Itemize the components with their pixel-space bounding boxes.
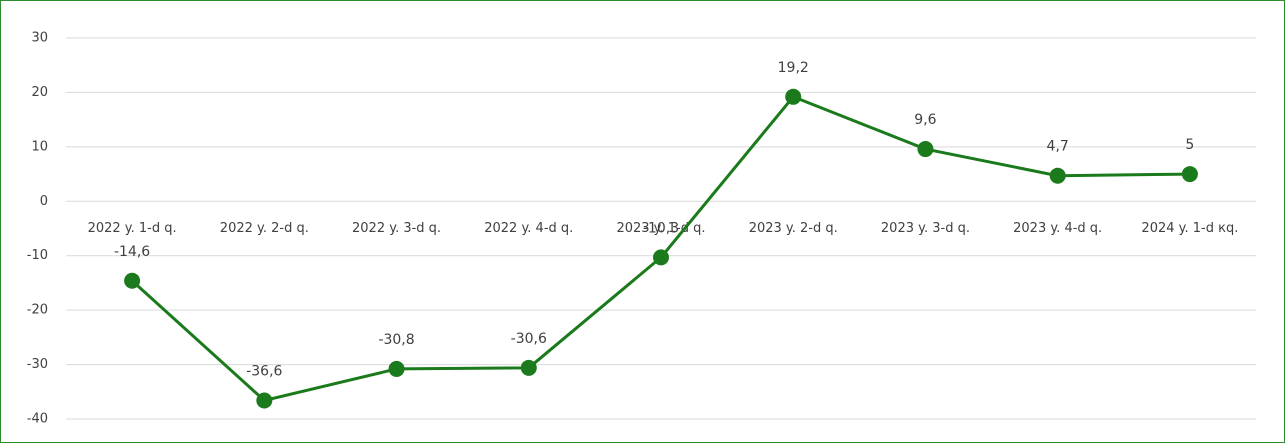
y-tick-label: 20 bbox=[31, 85, 48, 100]
data-label: -14,6 bbox=[114, 244, 150, 260]
marker bbox=[1049, 167, 1066, 184]
x-tick-label: 2023 y. 2-d q. bbox=[749, 221, 838, 236]
data-label: -10,3 bbox=[643, 220, 679, 236]
x-tick-label: 2023 y. 4-d q. bbox=[1013, 221, 1102, 236]
data-label: 9,6 bbox=[914, 112, 936, 128]
marker bbox=[256, 392, 273, 409]
y-tick-label: 10 bbox=[31, 139, 48, 154]
y-tick-label: -30 bbox=[27, 357, 48, 372]
data-label: -36,6 bbox=[246, 363, 282, 379]
data-label: 5 bbox=[1185, 137, 1194, 153]
y-tick-label: -40 bbox=[27, 412, 48, 427]
y-tick-label: -20 bbox=[27, 303, 48, 318]
x-tick-label: 2022 y. 3-d q. bbox=[352, 221, 441, 236]
marker bbox=[653, 249, 669, 266]
marker bbox=[124, 272, 141, 289]
x-tick-label: 2022 y. 2-d q. bbox=[220, 221, 309, 236]
marker bbox=[917, 141, 934, 158]
y-tick-label: -10 bbox=[27, 248, 48, 263]
data-label: -30,8 bbox=[378, 332, 414, 348]
y-tick-label: 30 bbox=[31, 31, 48, 46]
data-label: -30,6 bbox=[511, 331, 547, 347]
x-tick-label: 2022 y. 1-d q. bbox=[88, 221, 177, 236]
x-tick-label: 2022 y. 4-d q. bbox=[484, 221, 573, 236]
data-label: 19,2 bbox=[778, 60, 809, 76]
x-tick-label: 2023 y. 3-d q. bbox=[881, 221, 970, 236]
y-tick-label: 0 bbox=[40, 194, 48, 209]
marker bbox=[1181, 166, 1198, 183]
data-label: 4,7 bbox=[1047, 139, 1069, 155]
marker bbox=[785, 88, 802, 105]
marker bbox=[520, 359, 537, 376]
x-tick-label: 2024 y. 1-d кq. bbox=[1141, 221, 1238, 236]
marker bbox=[388, 360, 405, 377]
